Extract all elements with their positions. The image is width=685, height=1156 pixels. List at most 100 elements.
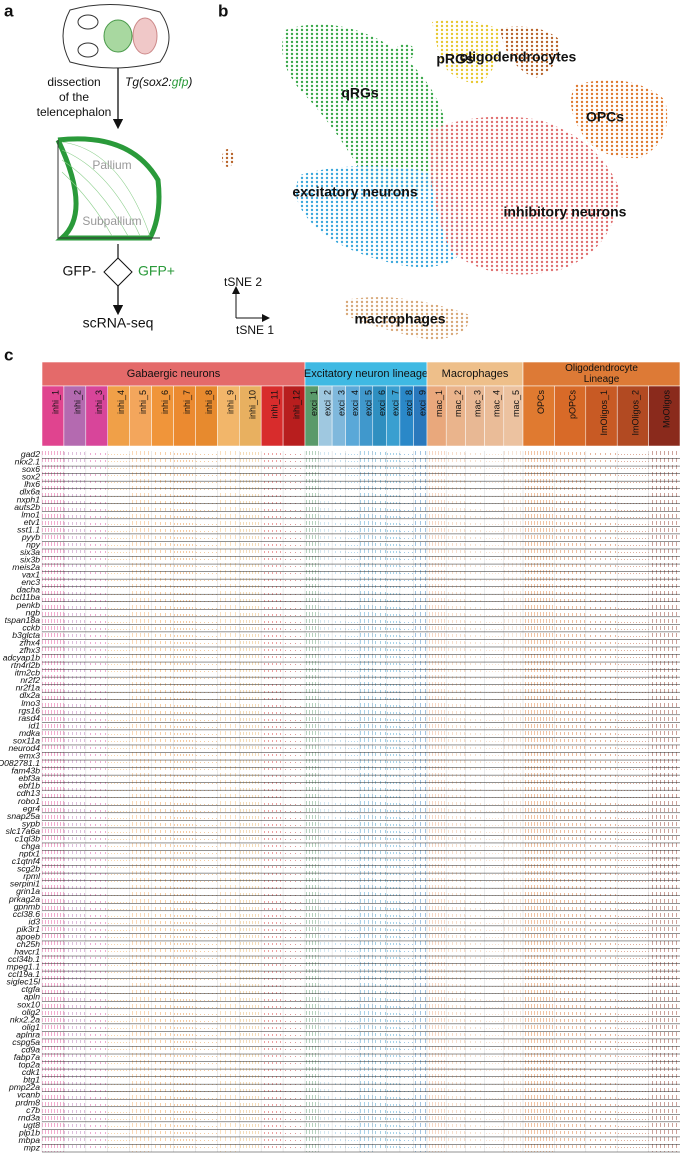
gene-label: npy xyxy=(26,539,41,549)
group-header xyxy=(522,361,681,387)
gene-label: cckb xyxy=(22,622,40,632)
track-texture xyxy=(129,451,152,1152)
gene-label: dlx2a xyxy=(19,690,40,700)
gene-label: olig1 xyxy=(22,1022,40,1032)
track-texture xyxy=(239,451,262,1152)
gene-label: aplnra xyxy=(16,1029,40,1039)
gene-label: apln xyxy=(24,992,40,1002)
gene-label: top2a xyxy=(18,1060,40,1070)
group-header xyxy=(426,361,524,387)
gene-label: fam43b xyxy=(11,766,40,776)
dissection-text: telencephalon xyxy=(37,105,112,119)
cluster-label: exci_7 xyxy=(390,390,400,416)
gene-label: prkag2a xyxy=(8,894,40,904)
track-texture xyxy=(85,451,108,1152)
group-label: Oligodendrocyte xyxy=(565,363,638,374)
cluster-label: inhi_7 xyxy=(182,390,192,414)
cluster-label: inhi_3 xyxy=(94,390,104,414)
axis-label: tSNE 2 xyxy=(224,275,262,289)
gene-label: sypb xyxy=(22,818,40,828)
gene-label: cspg5a xyxy=(12,1037,40,1047)
gene-label: egr4 xyxy=(23,803,40,813)
gene-label: siglec15l xyxy=(7,977,42,987)
gene-label: auts2b xyxy=(14,502,40,512)
track-texture xyxy=(386,451,400,1152)
gene-label: pyyb xyxy=(21,532,40,542)
gene-label: rasd4 xyxy=(19,713,41,723)
cluster-header xyxy=(648,385,681,447)
gene-label: ccl34b.1 xyxy=(8,954,40,964)
gene-label: sox2 xyxy=(22,472,40,482)
gene-label: rtn4rl2b xyxy=(11,660,40,670)
construct-part: ) xyxy=(186,75,192,89)
gene-label: serpini1 xyxy=(10,879,40,889)
cluster-label: inhi_6 xyxy=(160,390,170,414)
gene-label: FO082781.1 xyxy=(0,758,40,768)
panel-label: a xyxy=(4,1,14,20)
gene-label: zfhx3 xyxy=(18,645,40,655)
gene-label: lmo3 xyxy=(21,698,40,708)
gene-label: ch25h xyxy=(17,939,41,949)
cluster-header xyxy=(616,385,649,447)
track-texture xyxy=(305,451,319,1152)
cluster-label: MoOligos xyxy=(662,390,672,429)
dissection-text: dissection xyxy=(47,75,100,89)
track-texture xyxy=(63,451,86,1152)
telencephalon xyxy=(55,136,162,241)
gene-label: snap25a xyxy=(7,811,40,821)
gene-label: dlx6a xyxy=(19,487,40,497)
gene-label: zfhx4 xyxy=(18,637,40,647)
cluster-header xyxy=(554,385,587,447)
gene-label: six3a xyxy=(20,547,40,557)
gfp-positive: GFP+ xyxy=(138,263,175,279)
region-label: Pallium xyxy=(92,158,131,172)
cluster-label: inhi_8 xyxy=(204,390,214,414)
gene-label: robo1 xyxy=(18,796,40,806)
gene-label: apoeb xyxy=(16,931,40,941)
gene-label: mpeg1.1 xyxy=(7,962,41,972)
track-texture xyxy=(359,451,373,1152)
cluster-label: mac_1 xyxy=(434,390,444,417)
gene-label: olig2 xyxy=(22,1007,40,1017)
cluster-label: exci_1 xyxy=(309,390,319,416)
gene-label: neurod4 xyxy=(8,743,40,753)
gene-label: nptx1 xyxy=(19,849,40,859)
gene-label: itm2cb xyxy=(15,668,41,678)
gene-label: havcr1 xyxy=(14,947,40,957)
gene-label: ebf3a xyxy=(18,773,40,783)
gene-label: pmp22a xyxy=(8,1082,40,1092)
cluster-label: mac_3 xyxy=(472,390,482,417)
cluster-header xyxy=(522,385,555,447)
gene-label: chga xyxy=(21,841,40,851)
track-texture xyxy=(446,451,466,1152)
track-texture xyxy=(523,451,555,1152)
gene-label: mbpa xyxy=(19,1135,41,1145)
cluster-label: exci_9 xyxy=(418,390,428,416)
construct: Tg(sox2:gfp) xyxy=(125,75,192,89)
gene-label: cd9a xyxy=(21,1045,40,1055)
tsne-clusters xyxy=(222,19,668,340)
track-texture xyxy=(484,451,504,1152)
gene-label: ebf1b xyxy=(18,781,40,791)
construct-part: gfp xyxy=(172,75,189,89)
gene-label: dacha xyxy=(17,585,41,595)
gene-label: c7b xyxy=(26,1105,40,1115)
sort-diamond xyxy=(103,257,133,287)
group-label: Excitatory neuron lineage xyxy=(304,368,428,380)
cluster-label: pOPCs xyxy=(567,390,577,420)
gene-label: ccl19a.1 xyxy=(8,969,40,979)
cluster-label: inhibitory neurons xyxy=(504,204,627,220)
track-texture xyxy=(413,451,427,1152)
gene-label: penkb xyxy=(16,600,41,610)
gene-label: mpz xyxy=(24,1142,41,1152)
track-texture xyxy=(585,451,618,1152)
cluster-label: inhi_1 xyxy=(50,390,60,414)
gene-label: id1 xyxy=(29,720,41,730)
cluster-label: exci_6 xyxy=(377,390,387,416)
gene-label: six3b xyxy=(20,555,40,565)
track-texture xyxy=(151,451,174,1152)
cluster-label: inhi_4 xyxy=(116,390,126,414)
track-texture xyxy=(283,451,305,1152)
panel-label: c xyxy=(4,345,13,364)
